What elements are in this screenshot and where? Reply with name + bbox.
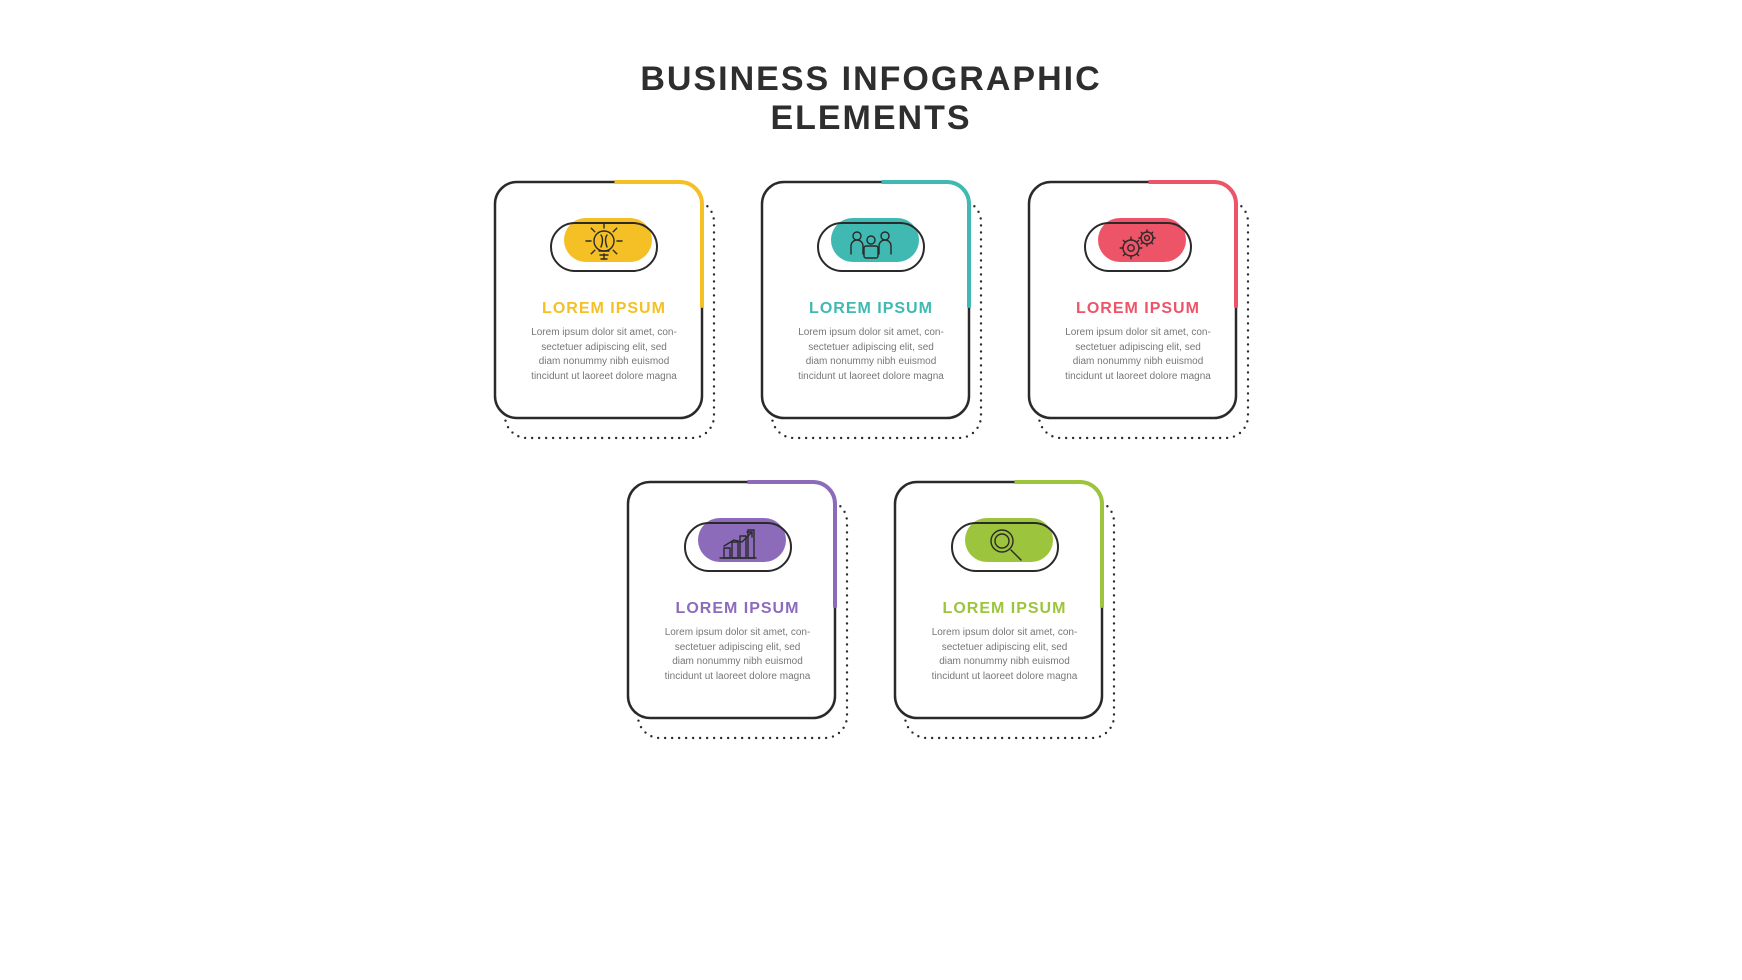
- info-card: LOREM IPSUM Lorem ipsum dolor sit amet, c…: [626, 480, 849, 740]
- card-content: LOREM IPSUM Lorem ipsum dolor sit amet, c…: [640, 502, 835, 728]
- info-card: LOREM IPSUM Lorem ipsum dolor sit amet, c…: [1027, 180, 1250, 440]
- gears-icon: [1084, 216, 1192, 272]
- card-heading: LOREM IPSUM: [943, 600, 1067, 618]
- card-heading: LOREM IPSUM: [676, 600, 800, 618]
- card-row: LOREM IPSUM Lorem ipsum dolor sit amet, c…: [626, 480, 1116, 740]
- card-body: Lorem ipsum dolor sit amet, con-sectetue…: [519, 326, 689, 384]
- magnifier-icon: [951, 516, 1059, 572]
- card-heading: LOREM IPSUM: [1076, 300, 1200, 318]
- title-line-2: ELEMENTS: [0, 99, 1742, 138]
- card-body: Lorem ipsum dolor sit amet, con-sectetue…: [786, 326, 956, 384]
- card-heading: LOREM IPSUM: [542, 300, 666, 318]
- bars-icon: [684, 516, 792, 572]
- card-content: LOREM IPSUM Lorem ipsum dolor sit amet, c…: [907, 502, 1102, 728]
- cards-container: LOREM IPSUM Lorem ipsum dolor sit amet, c…: [0, 180, 1742, 740]
- card-content: LOREM IPSUM Lorem ipsum dolor sit amet, c…: [1041, 202, 1236, 428]
- card-row: LOREM IPSUM Lorem ipsum dolor sit amet, c…: [493, 180, 1250, 440]
- info-card: LOREM IPSUM Lorem ipsum dolor sit amet, c…: [493, 180, 716, 440]
- lightbulb-icon: [550, 216, 658, 272]
- info-card: LOREM IPSUM Lorem ipsum dolor sit amet, c…: [760, 180, 983, 440]
- team-icon: [817, 216, 925, 272]
- card-body: Lorem ipsum dolor sit amet, con-sectetue…: [653, 626, 823, 684]
- info-card: LOREM IPSUM Lorem ipsum dolor sit amet, c…: [893, 480, 1116, 740]
- card-heading: LOREM IPSUM: [809, 300, 933, 318]
- page-title: BUSINESS INFOGRAPHIC ELEMENTS: [0, 60, 1742, 138]
- card-body: Lorem ipsum dolor sit amet, con-sectetue…: [1053, 326, 1223, 384]
- card-content: LOREM IPSUM Lorem ipsum dolor sit amet, c…: [774, 202, 969, 428]
- card-content: LOREM IPSUM Lorem ipsum dolor sit amet, c…: [507, 202, 702, 428]
- title-line-1: BUSINESS INFOGRAPHIC: [0, 60, 1742, 99]
- card-body: Lorem ipsum dolor sit amet, con-sectetue…: [920, 626, 1090, 684]
